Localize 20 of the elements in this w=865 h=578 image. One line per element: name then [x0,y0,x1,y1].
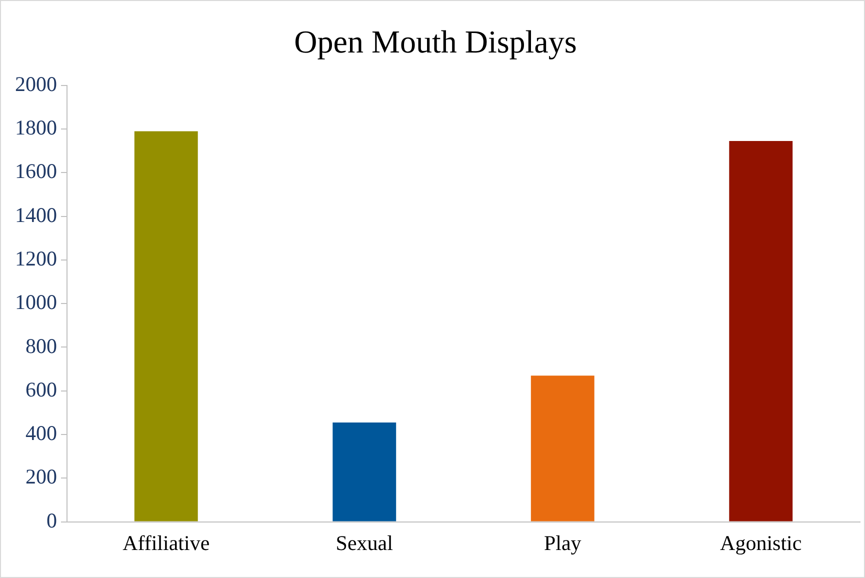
bar [134,131,198,522]
y-tick-label: 2000 [15,72,57,96]
y-tick-label: 800 [26,334,57,358]
y-tick-label: 1200 [15,246,57,270]
y-tick-label: 1000 [15,290,57,314]
x-tick-label: Agonistic [720,530,802,555]
y-tick-label: 1600 [15,159,57,184]
y-tick-label: 200 [26,464,57,489]
bar [530,376,594,522]
bar [729,141,793,522]
y-tick-label: 1400 [15,202,57,227]
y-tick-label: 600 [26,377,57,402]
x-tick-label: Sexual [336,530,394,555]
y-tick-label: 1800 [15,116,57,140]
bar [332,422,396,522]
y-tick-label: 0 [46,508,57,532]
chart-title: Open Mouth Displays [294,24,577,60]
x-tick-label: Affiliative [122,530,210,555]
y-tick-label: 400 [26,421,57,446]
x-tick-label: Play [544,530,582,555]
